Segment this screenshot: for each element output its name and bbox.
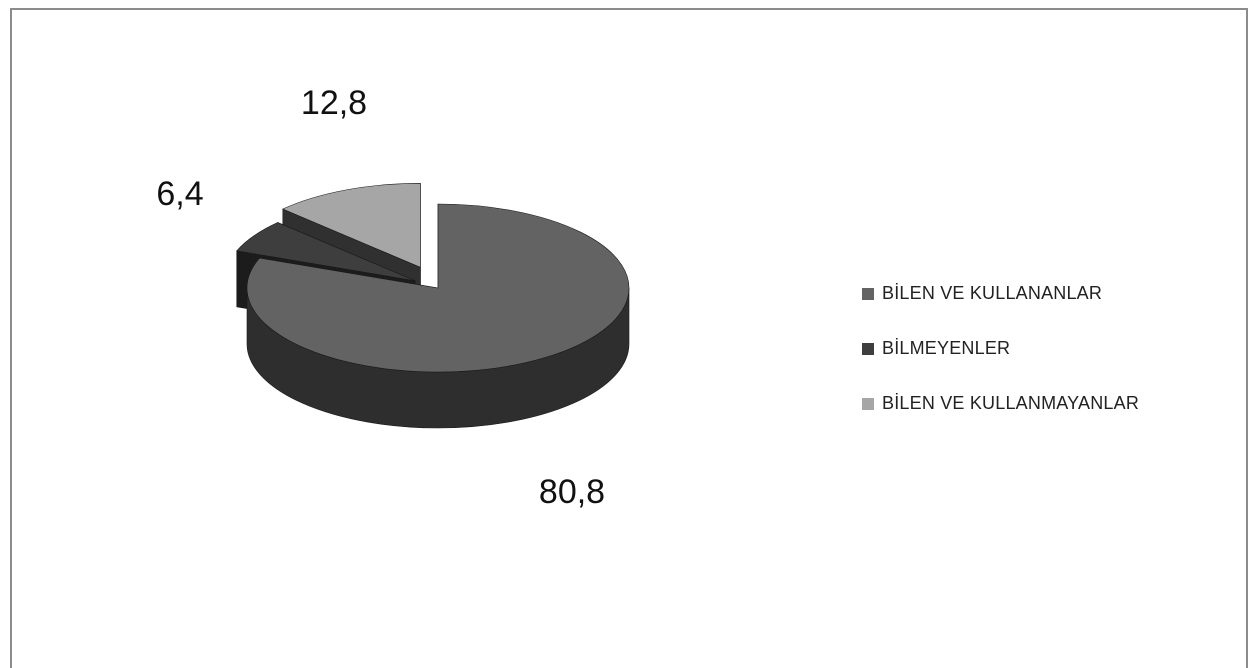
pie-slice-bilmeyenler bbox=[236, 222, 416, 282]
legend-label: BİLEN VE KULLANANLAR bbox=[882, 283, 1103, 303]
legend-swatch bbox=[862, 342, 874, 355]
legend-label: BİLEN VE KULLANMAYANLAR bbox=[882, 393, 1140, 413]
legend-item-bilen-ve-kullanmayanlar: BİLEN VE KULLANMAYANLAR bbox=[862, 376, 1139, 431]
pie-data-labels: 80,8 6,4 12,8 bbox=[156, 84, 605, 511]
data-label-bilen-ve-kullananlar: 80,8 bbox=[539, 473, 605, 511]
pie-slice-bilen-ve-kullananlar bbox=[246, 203, 630, 373]
legend: BİLEN VE KULLANANLAR BİLMEYENLER BİLEN V… bbox=[862, 266, 1139, 431]
legend-swatch bbox=[862, 287, 874, 300]
legend-swatch bbox=[862, 397, 874, 410]
legend-label: BİLMEYENLER bbox=[882, 338, 1011, 358]
pie-slices bbox=[236, 182, 630, 429]
legend-item-bilmeyenler: BİLMEYENLER bbox=[862, 321, 1139, 376]
data-label-bilen-ve-kullanmayanlar: 12,8 bbox=[301, 84, 367, 122]
pie-slice-bilen-ve-kullanmayanlar bbox=[282, 182, 421, 268]
data-label-bilmeyenler: 6,4 bbox=[156, 175, 203, 213]
legend-item-bilen-ve-kullananlar: BİLEN VE KULLANANLAR bbox=[862, 266, 1139, 321]
